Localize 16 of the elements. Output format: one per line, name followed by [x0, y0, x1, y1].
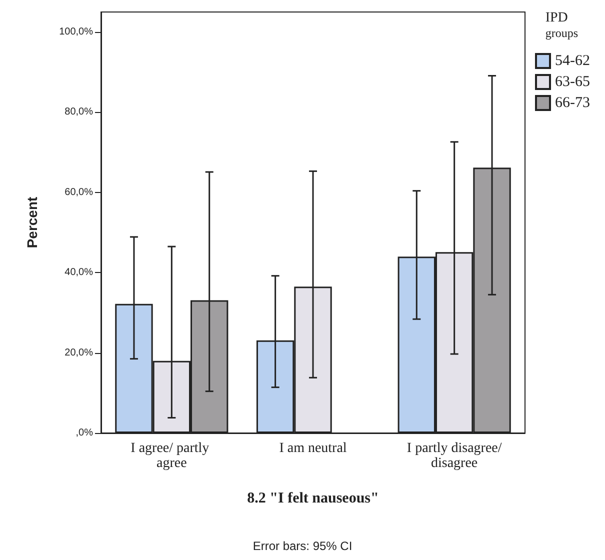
text: Error bars: 95% CI	[252, 539, 352, 553]
legend-title: IPD groups	[545, 10, 578, 40]
x-tick-label: I agree/ partly agree	[130, 441, 213, 471]
x-axis-title: 8.2 "I felt nauseous"	[247, 490, 379, 506]
y-tick-label: 100,0%	[59, 26, 94, 38]
y-tick-label: 40,0%	[64, 267, 94, 278]
y-tick-label: 80,0%	[64, 106, 94, 118]
y-tick-label: 60,0%	[64, 186, 94, 198]
legend-label: 54-62	[555, 53, 590, 69]
x-tick-label: I am neutral	[279, 441, 347, 456]
y-tick-label: ,0%	[76, 428, 94, 438]
legend-label: 63-65	[555, 74, 590, 90]
y-axis-title: Percent	[24, 196, 40, 248]
x-tick-label: I partly disagree/disagree	[406, 441, 502, 471]
y-tick-label: 20,0%	[64, 347, 94, 358]
legend-label: 66-73	[555, 95, 590, 111]
